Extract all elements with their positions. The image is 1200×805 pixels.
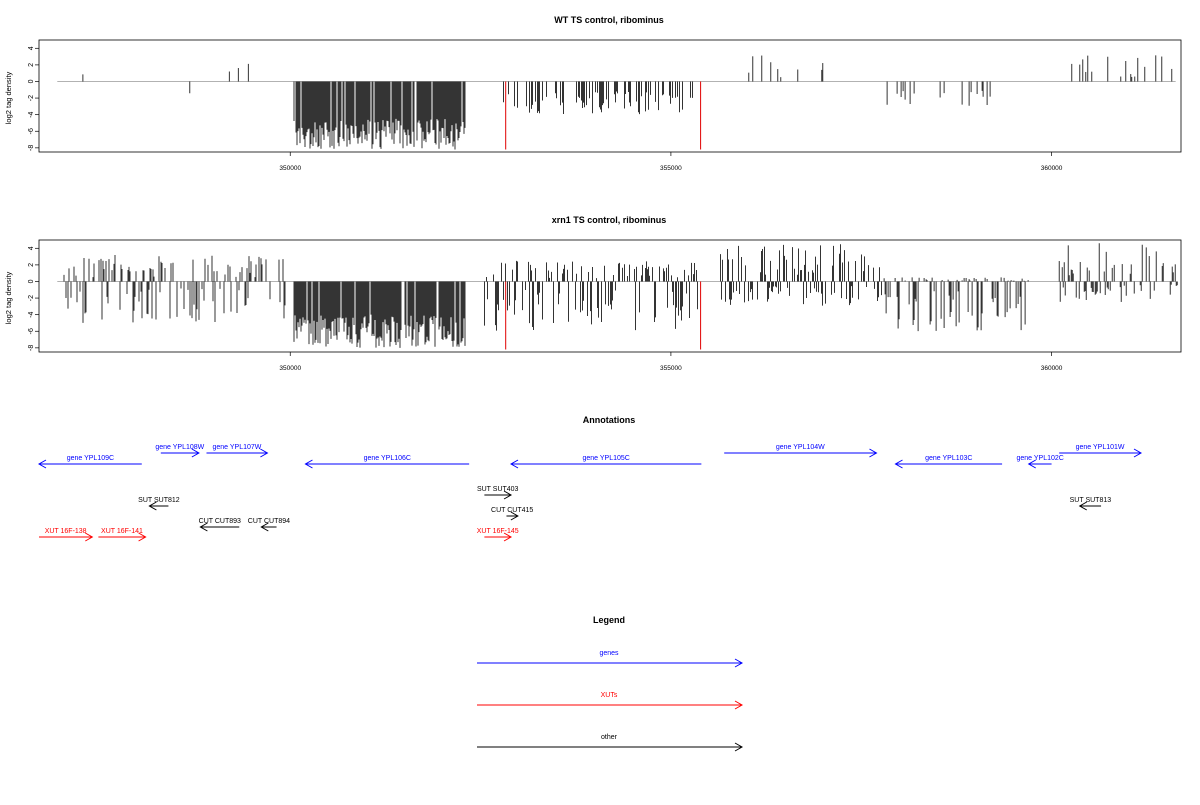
x-tick-label: 355000 xyxy=(660,365,682,372)
annotation-label: gene YPL104W xyxy=(776,444,825,451)
y-tick-label: -8 xyxy=(28,345,35,351)
y-tick-label: 2 xyxy=(28,63,35,67)
annotations-title: Annotations xyxy=(583,415,636,425)
legend-title: Legend xyxy=(593,615,625,625)
annotation-label: CUT CUT894 xyxy=(248,518,290,525)
gene-arrow xyxy=(206,448,269,458)
xrn1-bars xyxy=(63,243,1178,350)
y-tick-label: -4 xyxy=(28,111,35,117)
annotation-label: CUT CUT415 xyxy=(491,507,533,514)
annotation-label: SUT SUT813 xyxy=(1070,497,1112,504)
wt-track-ylabel: log2 tag density xyxy=(4,71,13,124)
gene-arrow xyxy=(1027,459,1052,469)
annotation-label: SUT SUT812 xyxy=(138,497,180,504)
annotation-label: XUT 16F-145 xyxy=(477,528,519,535)
legend-label: other xyxy=(601,734,618,741)
y-tick-label: -6 xyxy=(28,328,35,334)
annotation-label: XUT 16F-141 xyxy=(101,528,143,535)
x-tick-label: 360000 xyxy=(1041,165,1063,172)
feature-arrow xyxy=(484,490,513,500)
legend-other-arrow xyxy=(477,742,744,752)
x-tick-label: 355000 xyxy=(660,165,682,172)
annotation-label: gene YPL109C xyxy=(67,455,114,462)
y-tick-label: -2 xyxy=(28,295,35,301)
wt-track-panel: WT TS control, ribominus log2 tag densit… xyxy=(4,15,1182,172)
feature-arrow xyxy=(260,522,277,532)
wt-x-axis: 350000 355000 360000 xyxy=(279,152,1063,172)
legend-gene-arrow xyxy=(477,658,744,668)
legend-panel: Legend genes XUTs other xyxy=(477,615,744,752)
legend-xut-arrow xyxy=(477,700,744,710)
y-tick-label: -6 xyxy=(28,128,35,134)
x-tick-label: 350000 xyxy=(279,165,301,172)
y-tick-label: -4 xyxy=(28,311,35,317)
wt-plot-frame xyxy=(38,39,1182,153)
wt-track-title: WT TS control, ribominus xyxy=(554,15,664,25)
annotation-label: gene YPL103C xyxy=(925,455,972,462)
y-tick-label: 2 xyxy=(28,263,35,267)
gene-arrow xyxy=(894,459,1003,469)
legend-label: genes xyxy=(599,650,619,657)
feature-arrow xyxy=(1078,501,1102,511)
wt-bars xyxy=(82,55,1173,150)
annotation-label: gene YPL106C xyxy=(364,455,411,462)
annotation-label: SUT SUT403 xyxy=(477,486,519,493)
annotation-label: gene YPL102C xyxy=(1016,455,1063,462)
xrn1-track-ylabel: log2 tag density xyxy=(4,271,13,324)
xrn1-track-panel: xrn1 TS control, ribominus log2 tag dens… xyxy=(4,215,1182,372)
annotation-label: gene YPL107W xyxy=(212,444,261,451)
y-tick-label: -2 xyxy=(28,95,35,101)
annotation-label: gene YPL105C xyxy=(583,455,630,462)
y-tick-label: 4 xyxy=(28,46,35,50)
legend-entries: genes XUTs other xyxy=(477,650,744,752)
y-tick-label: 0 xyxy=(28,79,35,83)
feature-arrow xyxy=(148,501,169,511)
gene-arrow xyxy=(1059,448,1143,458)
xrn1-plot-frame xyxy=(38,239,1182,353)
gene-arrow xyxy=(304,459,470,469)
feature-arrow xyxy=(199,522,240,532)
annotation-label: CUT CUT893 xyxy=(199,518,241,525)
feature-arrow xyxy=(506,511,519,521)
xrn1-x-axis: 350000 355000 360000 xyxy=(279,352,1063,372)
legend-label: XUTs xyxy=(601,692,618,699)
xut-arrow xyxy=(39,532,94,542)
x-tick-label: 360000 xyxy=(1041,365,1063,372)
xrn1-y-axis: 4 2 0 -2 -4 -6 -8 xyxy=(28,246,39,351)
wt-y-axis: 4 2 0 -2 -4 -6 -8 xyxy=(28,46,39,151)
gene-arrow xyxy=(510,459,702,469)
xrn1-track-title: xrn1 TS control, ribominus xyxy=(552,215,667,225)
annotation-label: gene YPL101W xyxy=(1076,444,1125,451)
y-tick-label: -8 xyxy=(28,145,35,151)
annotation-label: XUT 16F-138 xyxy=(45,528,87,535)
gene-arrow xyxy=(160,448,200,458)
gene-arrow xyxy=(37,459,142,469)
x-tick-label: 350000 xyxy=(279,365,301,372)
gene-arrow xyxy=(724,448,878,458)
y-tick-label: 4 xyxy=(28,246,35,250)
xut-arrow xyxy=(484,532,513,542)
annotation-label: gene YPL108W xyxy=(155,444,204,451)
annotation-features: gene YPL109C gene YPL108W gene YPL107W gene… xyxy=(37,444,1143,542)
y-tick-label: 0 xyxy=(28,279,35,283)
xut-arrow xyxy=(98,532,147,542)
